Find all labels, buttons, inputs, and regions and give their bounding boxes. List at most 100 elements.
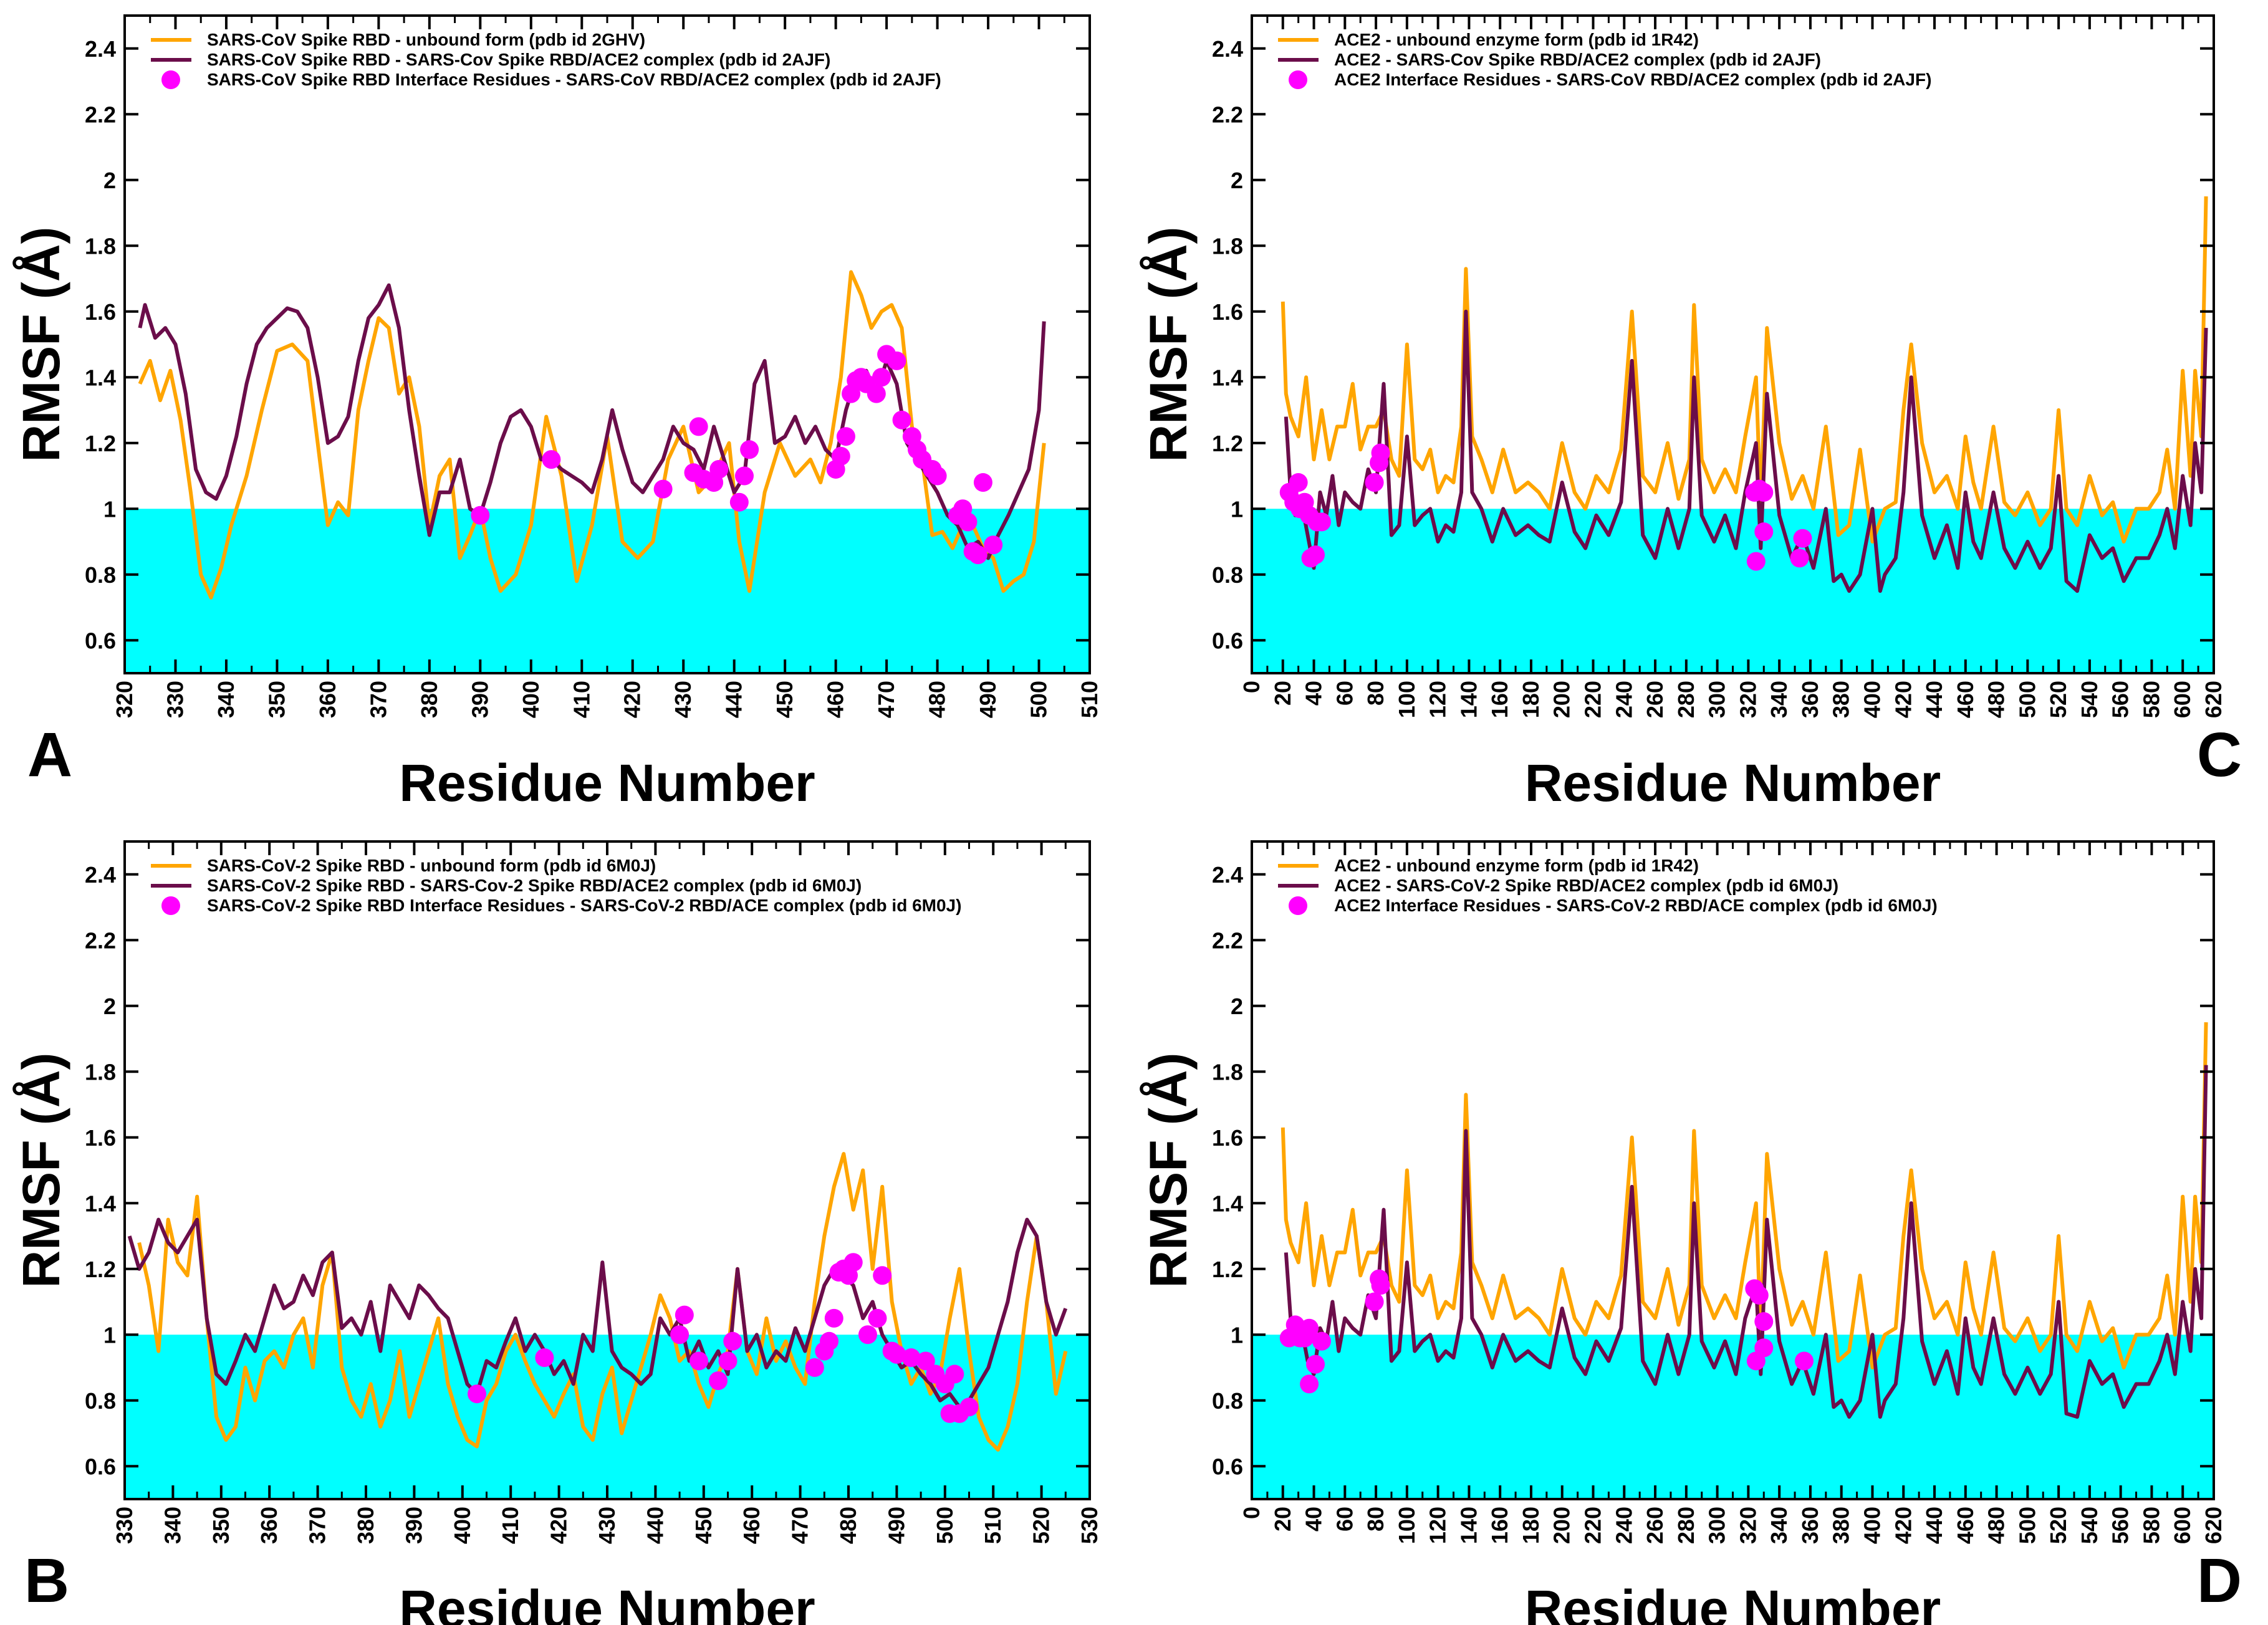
legend-label: SARS-CoV-2 Spike RBD Interface Residues … <box>207 896 961 915</box>
y-tick-label: 1.4 <box>85 365 116 390</box>
x-tick-label: 340 <box>160 1507 185 1544</box>
y-axis-title: RMSF (Å) <box>1139 227 1198 463</box>
x-tick-label: 620 <box>2201 1507 2226 1544</box>
x-tick-label: 460 <box>739 1507 764 1544</box>
x-tick-label: 20 <box>1270 681 1295 706</box>
y-tick-label: 1.2 <box>1212 1257 1243 1282</box>
interface-residue-marker <box>471 506 490 525</box>
y-tick-label: 1.2 <box>85 1257 116 1282</box>
x-tick-label: 480 <box>1984 1507 2009 1544</box>
x-tick-label: 440 <box>1921 1507 1947 1544</box>
chart-panel-b: 0.6 0.8 1 1.2 1.4 1.6 1.8 2 2.2 2.4 330 340 350 360 37… <box>12 840 1102 1625</box>
interface-residue-marker <box>973 473 992 492</box>
x-tick-label: 510 <box>980 1507 1006 1544</box>
y-tick-label: 0.6 <box>85 1454 116 1479</box>
threshold-band <box>125 509 1090 673</box>
legend-label: SARS-CoV-2 Spike RBD - unbound form (pdb… <box>207 856 656 875</box>
interface-residue-marker <box>1371 1276 1390 1295</box>
x-tick-label: 360 <box>1797 681 1823 718</box>
interface-residue-marker <box>1790 549 1809 568</box>
legend-label: ACE2 Interface Residues - SARS-CoV-2 RBD… <box>1334 896 1938 915</box>
interface-residue-marker <box>1306 1354 1325 1374</box>
legend: SARS-CoV-2 Spike RBD - unbound form (pdb… <box>151 856 961 915</box>
x-tick-label: 240 <box>1611 1507 1636 1544</box>
x-tick-label: 480 <box>835 1507 861 1544</box>
interface-residue-marker <box>542 450 561 469</box>
interface-residue-marker <box>1749 1285 1769 1305</box>
x-tick-label: 320 <box>1735 1507 1761 1544</box>
interface-residue-marker <box>653 479 673 499</box>
x-tick-label: 410 <box>497 1507 523 1544</box>
x-tick-label: 200 <box>1549 1507 1575 1544</box>
x-tick-label: 320 <box>112 681 137 718</box>
interface-residue-marker <box>1300 1374 1319 1394</box>
interface-residue-marker <box>709 459 729 479</box>
x-tick-label: 440 <box>642 1507 668 1544</box>
y-tick-label: 1.8 <box>85 1059 116 1085</box>
x-tick-label: 120 <box>1425 681 1451 718</box>
x-tick-label: 280 <box>1673 681 1699 718</box>
x-tick-label: 520 <box>1029 1507 1054 1544</box>
interface-residue-marker <box>867 384 886 403</box>
series-line-complex <box>1284 309 2208 593</box>
interface-residue-marker <box>836 427 855 446</box>
x-tick-label: 580 <box>2138 681 2164 718</box>
interface-residue-marker <box>831 446 850 466</box>
y-tick-label: 2.4 <box>85 862 116 888</box>
y-tick-label: 0.8 <box>1212 1388 1243 1414</box>
legend-label: ACE2 - unbound enzyme form (pdb id 1R42) <box>1334 856 1699 875</box>
series-line-unbound <box>1281 1022 2208 1369</box>
y-tick-label: 1 <box>103 1322 116 1348</box>
y-tick-label: 1.6 <box>1212 299 1243 325</box>
interface-residue-marker <box>689 417 708 436</box>
x-tick-label: 60 <box>1332 681 1357 706</box>
x-tick-label: 420 <box>620 681 645 718</box>
x-tick-label: 470 <box>787 1507 813 1544</box>
chart-panel-d: 0.6 0.8 1 1.2 1.4 1.6 1.8 2 2.2 2.4 0 20 40 60 80 100 12… <box>1139 840 2242 1625</box>
y-tick-label: 0.8 <box>85 1388 116 1414</box>
x-tick-label: 180 <box>1518 1507 1544 1544</box>
legend-label: SARS-CoV-2 Spike RBD - SARS-Cov-2 Spike … <box>207 876 862 895</box>
x-tick-label: 320 <box>1735 681 1761 718</box>
x-tick-label: 440 <box>721 681 747 718</box>
interface-residue-marker <box>887 1345 906 1364</box>
x-tick-label: 430 <box>670 681 696 718</box>
x-tick-label: 380 <box>1828 681 1854 718</box>
interface-residue-marker <box>945 1364 964 1384</box>
interface-residue-marker <box>1312 512 1331 532</box>
x-tick-label: 240 <box>1611 681 1636 718</box>
x-tick-label: 260 <box>1642 681 1668 718</box>
series-line-complex <box>1284 1065 2208 1419</box>
x-tick-label: 360 <box>256 1507 282 1544</box>
x-tick-label: 200 <box>1549 681 1575 718</box>
x-tick-label: 460 <box>823 681 848 718</box>
x-tick-label: 360 <box>1797 1507 1823 1544</box>
y-tick-label: 1.4 <box>85 1191 116 1216</box>
y-tick-label: 1 <box>1231 496 1243 522</box>
y-tick-label: 1 <box>103 496 116 522</box>
interface-residue-marker <box>734 466 754 486</box>
y-tick-label: 2.4 <box>1212 862 1243 888</box>
y-tick-label: 2.2 <box>85 102 116 127</box>
x-tick-label: 620 <box>2201 681 2226 718</box>
x-tick-label: 120 <box>1425 1507 1451 1544</box>
interface-residue-marker <box>1365 1292 1384 1311</box>
interface-residue-marker <box>958 512 978 532</box>
y-tick-label: 0.8 <box>1212 562 1243 588</box>
y-tick-label: 1.6 <box>85 299 116 325</box>
x-tick-label: 100 <box>1394 1507 1420 1544</box>
interface-residue-marker <box>858 1325 877 1345</box>
y-tick-label: 1.8 <box>85 233 116 259</box>
interface-residue-marker <box>872 368 891 387</box>
x-tick-label: 500 <box>2014 1507 2040 1544</box>
x-axis-title: Residue Number <box>399 754 815 812</box>
legend-marker-swatch <box>1289 70 1307 89</box>
y-tick-label: 1.2 <box>85 431 116 456</box>
x-tick-label: 100 <box>1394 681 1420 718</box>
interface-residue-marker <box>1365 473 1384 492</box>
x-tick-label: 220 <box>1580 1507 1606 1544</box>
interface-residue-marker <box>805 1358 824 1377</box>
x-tick-label: 350 <box>264 681 289 718</box>
x-tick-label: 560 <box>2108 681 2133 718</box>
